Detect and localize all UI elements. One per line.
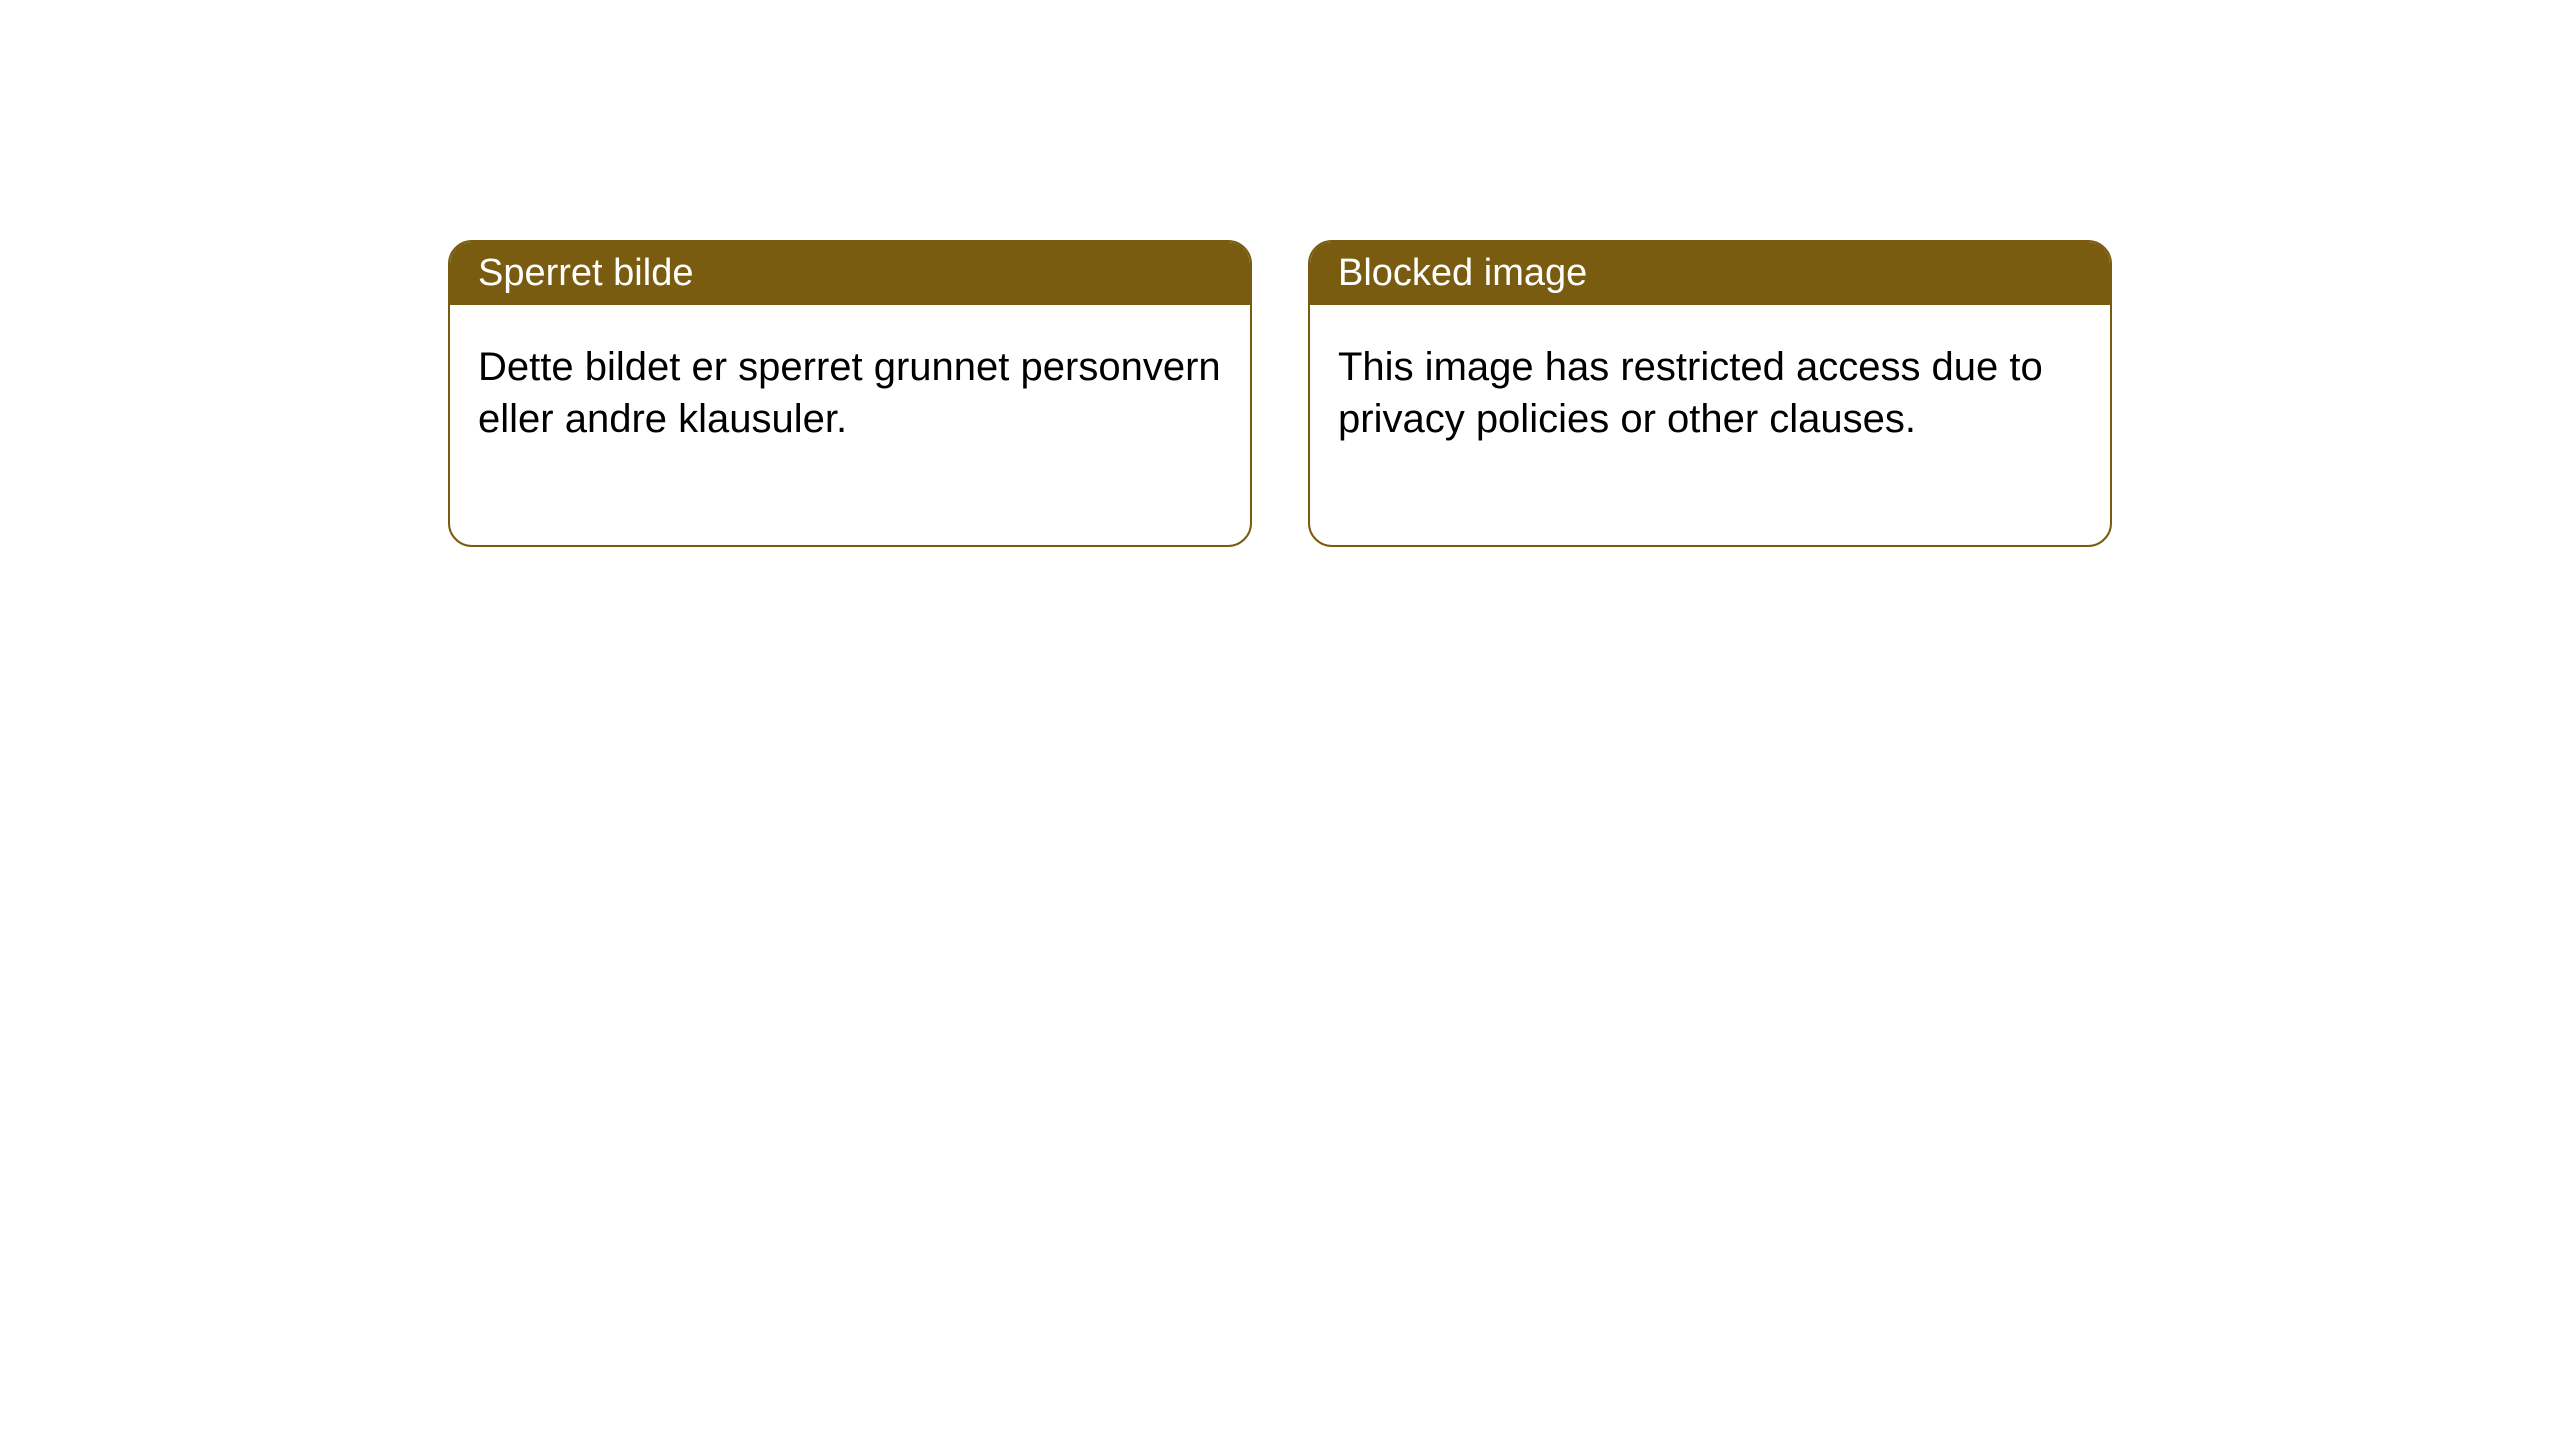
- card-title: Sperret bilde: [478, 252, 693, 294]
- card-body: This image has restricted access due to …: [1310, 305, 2110, 545]
- blocked-image-card-no: Sperret bilde Dette bildet er sperret gr…: [448, 240, 1252, 547]
- card-body-text: This image has restricted access due to …: [1338, 345, 2043, 441]
- card-header: Sperret bilde: [450, 242, 1250, 305]
- card-body: Dette bildet er sperret grunnet personve…: [450, 305, 1250, 545]
- card-title: Blocked image: [1338, 252, 1587, 294]
- card-body-text: Dette bildet er sperret grunnet personve…: [478, 345, 1221, 441]
- blocked-image-card-en: Blocked image This image has restricted …: [1308, 240, 2112, 547]
- card-header: Blocked image: [1310, 242, 2110, 305]
- cards-container: Sperret bilde Dette bildet er sperret gr…: [448, 240, 2560, 547]
